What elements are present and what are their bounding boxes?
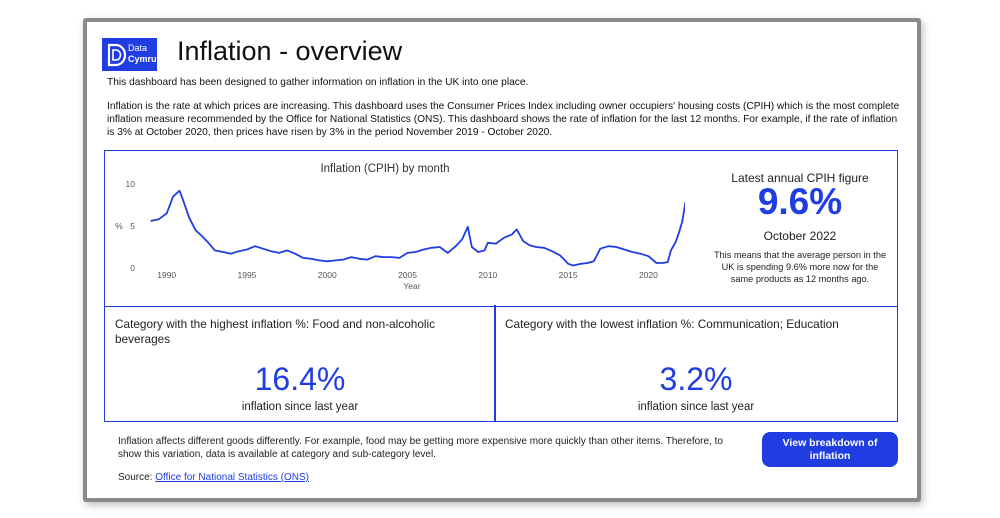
page-title: Inflation - overview <box>177 36 403 66</box>
chart-title: Inflation (CPIH) by month <box>320 163 450 175</box>
ons-source-link[interactable]: Office for National Statistics (ONS) <box>155 472 309 483</box>
x-tick-label: 1995 <box>237 270 256 280</box>
y-tick-label: 10 <box>126 179 136 189</box>
highest-category-value: 16.4% <box>254 361 346 397</box>
x-tick-label: 2015 <box>559 270 578 280</box>
logo-text-data: Data <box>128 43 148 53</box>
source-line: Source: Office for National Statistics (… <box>118 472 309 483</box>
cpih-series-line <box>150 189 685 267</box>
source-prefix: Source: <box>118 472 156 483</box>
highest-category-sub: inflation since last year <box>241 401 359 413</box>
logo-text-cymru: Cymru <box>128 54 157 64</box>
x-tick-label: 1990 <box>157 270 176 280</box>
view-breakdown-button[interactable]: View breakdown of inflation <box>762 432 898 467</box>
description-text: Inflation is the rate at which prices ar… <box>107 101 900 138</box>
cpih-panel: Inflation (CPIH) by month 0 5 10 1990 1995 20… <box>104 150 898 307</box>
latest-note: This means that the average person in th… <box>713 250 887 284</box>
intro-text: This dashboard has been designed to gath… <box>107 77 529 88</box>
latest-label: Latest annual CPIH figure <box>731 171 869 185</box>
x-tick-label: 2020 <box>639 270 658 280</box>
lowest-category-sub: inflation since last year <box>637 401 755 413</box>
highest-category-card: Category with the highest inflation %: F… <box>104 305 496 422</box>
y-axis-label: % <box>115 221 123 231</box>
lowest-category-label: Category with the lowest inflation %: Co… <box>505 317 839 331</box>
lowest-category-card: Category with the lowest inflation %: Co… <box>494 305 898 422</box>
highest-category-label: Category with the highest inflation %: F… <box>115 317 436 346</box>
logo-d-icon <box>107 43 127 67</box>
x-tick-label: 2000 <box>318 270 337 280</box>
x-tick-label: 2010 <box>478 270 497 280</box>
latest-value: 9.6% <box>757 181 843 222</box>
inflation-line-chart: 0 5 10 1990 1995 2000 2005 2010 2015 2020% Year <box>115 179 685 291</box>
latest-date: October 2022 <box>763 229 837 243</box>
footer-text: Inflation affects different goods differ… <box>118 436 723 460</box>
x-axis-label: Year <box>403 281 420 291</box>
data-cymru-logo: Data Cymru <box>102 38 157 71</box>
lowest-category-value: 3.2% <box>659 361 733 397</box>
x-tick-label: 2005 <box>398 270 417 280</box>
dashboard-frame: Data Cymru Inflation - overview This das… <box>83 18 921 502</box>
y-tick-label: 0 <box>130 263 135 273</box>
y-tick-label: 5 <box>130 221 135 231</box>
